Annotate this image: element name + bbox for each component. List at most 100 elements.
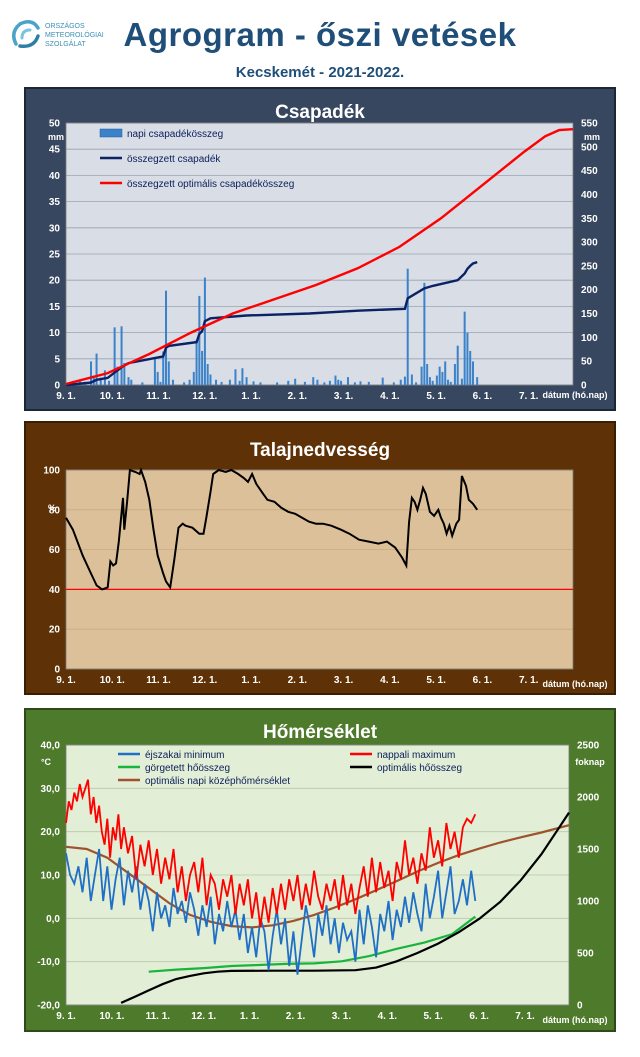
x-tick-label: 2. 1. bbox=[288, 391, 308, 402]
y-tick-label: 0,0 bbox=[46, 914, 60, 925]
y2-tick-label: 2000 bbox=[577, 793, 600, 804]
precip-bar bbox=[449, 381, 452, 385]
x-tick-label: 12. 1. bbox=[192, 391, 217, 402]
precip-bar bbox=[201, 350, 204, 385]
y-tick-label: 40 bbox=[49, 585, 61, 596]
x-tick-label: 1. 1. bbox=[241, 675, 261, 686]
soil-plot-area bbox=[66, 470, 573, 669]
y2-tick-label: 350 bbox=[581, 214, 598, 225]
temp-series-line bbox=[65, 848, 477, 975]
temp-y2label: foknap bbox=[575, 757, 605, 767]
x-tick-label: 1. 1. bbox=[241, 391, 261, 402]
y-tick-label: 0 bbox=[54, 665, 60, 676]
precip-bar bbox=[220, 381, 223, 385]
precip-bar bbox=[287, 380, 290, 385]
y2-tick-label: 200 bbox=[581, 285, 598, 296]
precip-bar bbox=[141, 382, 144, 385]
x-tick-label: 4. 1. bbox=[380, 391, 400, 402]
precip-bar bbox=[444, 361, 447, 385]
y-tick-label: 0 bbox=[54, 381, 60, 392]
legend-day-max: nappali maximum bbox=[377, 750, 455, 761]
y-tick-label: 60 bbox=[49, 545, 61, 556]
legend-cumulative-precip: összegzett csapadék bbox=[127, 154, 221, 165]
precip-title: Csapadék bbox=[275, 102, 365, 123]
y2-tick-label: 2500 bbox=[577, 741, 600, 752]
precip-cumulative-line bbox=[65, 260, 478, 387]
precip-bar bbox=[209, 374, 212, 385]
precip-bar bbox=[438, 366, 441, 385]
precip-bar bbox=[469, 350, 472, 385]
precip-bar bbox=[323, 382, 326, 385]
precip-bar bbox=[159, 381, 162, 385]
precip-bar bbox=[410, 374, 413, 385]
temp-series-line bbox=[148, 915, 476, 973]
precip-bar bbox=[95, 353, 98, 385]
y-tick-label: -20,0 bbox=[37, 1001, 60, 1012]
precip-bar bbox=[406, 268, 409, 385]
precip-bar bbox=[353, 382, 356, 385]
precip-bar bbox=[228, 379, 231, 385]
x-tick-label: 1. 1. bbox=[240, 1011, 260, 1022]
precip-bar bbox=[116, 366, 119, 385]
precip-bar bbox=[167, 361, 170, 385]
y-tick-label: 5 bbox=[54, 354, 60, 365]
x-tick-label: 5. 1. bbox=[426, 675, 446, 686]
precip-bar bbox=[399, 379, 402, 385]
page-title: Agrogram - őszi vetések bbox=[123, 16, 517, 53]
precip-bar bbox=[392, 382, 395, 385]
x-tick-label: 11. 1. bbox=[146, 675, 171, 686]
y2-tick-label: 0 bbox=[581, 381, 587, 392]
x-tick-label: 9. 1. bbox=[56, 675, 76, 686]
precip-bar bbox=[153, 358, 156, 385]
precip-bar bbox=[162, 351, 165, 385]
legend-daily-precip: napi csapadékösszeg bbox=[127, 129, 223, 140]
y2-tick-label: 300 bbox=[581, 238, 598, 249]
y-tick-label: 40 bbox=[49, 171, 61, 182]
precip-bar bbox=[441, 371, 444, 385]
precip-bar bbox=[259, 382, 262, 385]
page-subtitle: Kecskemét - 2021-2022. bbox=[235, 64, 405, 81]
precip-bar bbox=[471, 361, 474, 385]
precip-bar bbox=[359, 381, 362, 385]
x-tick-label: 2. 1. bbox=[286, 1011, 306, 1022]
precip-bar bbox=[463, 311, 466, 385]
precip-bar bbox=[206, 364, 209, 385]
y2-tick-label: 1500 bbox=[577, 845, 600, 856]
x-tick-label: 6. 1. bbox=[469, 1011, 489, 1022]
precip-bar bbox=[156, 371, 159, 385]
precip-bar bbox=[456, 345, 459, 385]
precip-bar bbox=[435, 375, 438, 385]
precip-bar bbox=[241, 368, 244, 385]
x-tick-label: 7. 1. bbox=[515, 1011, 535, 1022]
precip-bar bbox=[423, 282, 426, 385]
precip-y2label: mm bbox=[584, 132, 600, 142]
precip-bar bbox=[120, 326, 123, 385]
temp-xlabel: dátum (hó.nap) bbox=[543, 1015, 608, 1025]
x-tick-label: 3. 1. bbox=[332, 1011, 352, 1022]
legend-rolling-heat: görgetett hőösszeg bbox=[145, 763, 230, 774]
precip-bar bbox=[303, 381, 306, 385]
precip-bar bbox=[108, 380, 111, 385]
logo-line-2: METEOROLÓGIAI bbox=[45, 30, 104, 39]
precip-bar bbox=[294, 378, 297, 385]
temp-series-line bbox=[120, 811, 570, 1004]
y-tick-label: 20 bbox=[49, 625, 61, 636]
precip-bar bbox=[252, 381, 255, 385]
plot-border bbox=[65, 744, 570, 1006]
plot-border bbox=[65, 469, 574, 670]
logo-line-1: ORSZÁGOS bbox=[45, 21, 85, 30]
x-tick-label: 4. 1. bbox=[380, 675, 400, 686]
y2-tick-label: 400 bbox=[581, 190, 598, 201]
x-tick-label: 6. 1. bbox=[473, 391, 493, 402]
temp-ylabel: °C bbox=[41, 757, 52, 767]
y2-tick-label: 100 bbox=[581, 333, 598, 344]
temp-legend: éjszakai minimum nappali maximum görgete… bbox=[118, 750, 462, 787]
precip-ylabel: mm bbox=[48, 132, 64, 142]
precip-bar bbox=[78, 379, 81, 385]
precip-bar bbox=[195, 340, 198, 385]
precip-bar bbox=[415, 382, 418, 385]
x-tick-label: 4. 1. bbox=[378, 1011, 398, 1022]
y-tick-label: -10,0 bbox=[37, 957, 60, 968]
precip-bar bbox=[426, 364, 429, 385]
y-tick-label: 80 bbox=[49, 505, 61, 516]
